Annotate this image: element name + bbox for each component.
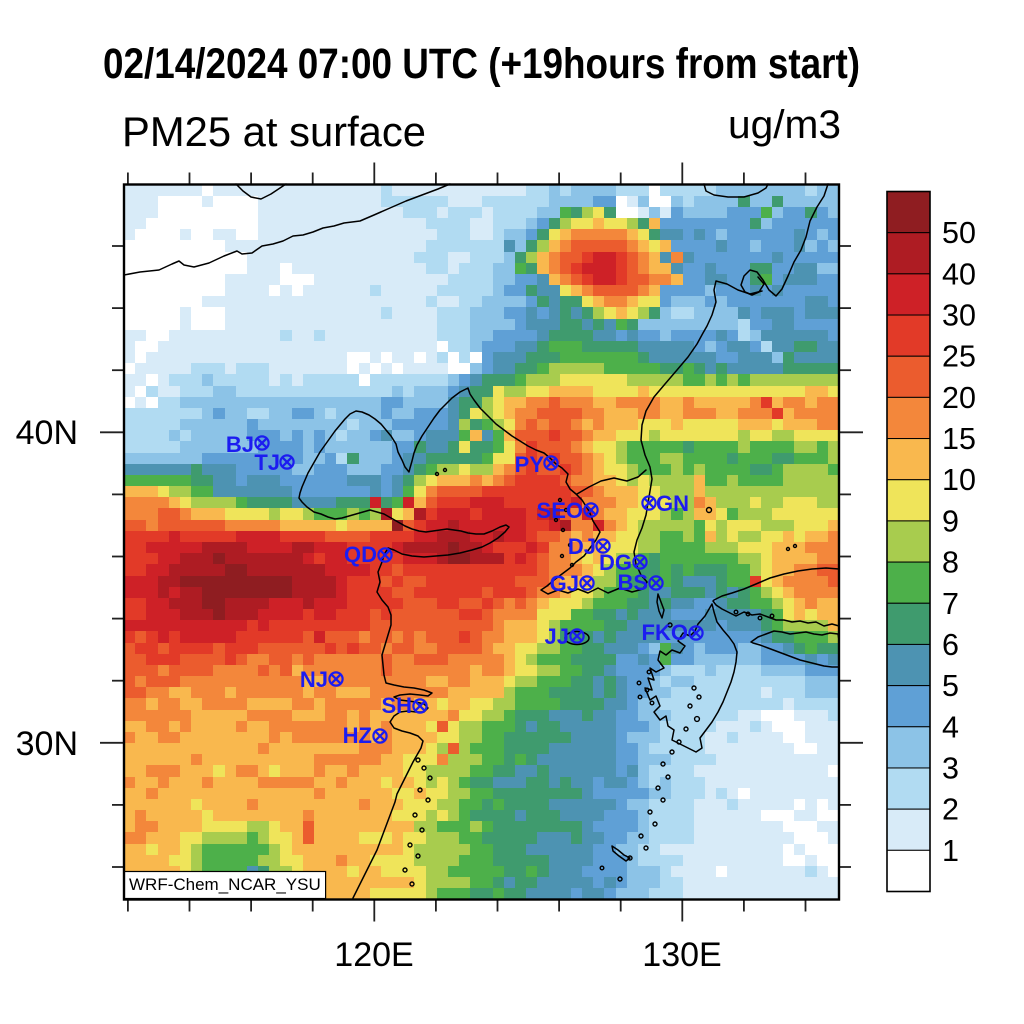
- svg-text:PY: PY: [515, 452, 545, 477]
- svg-text:10: 10: [942, 463, 976, 497]
- svg-text:FKO: FKO: [642, 620, 688, 645]
- svg-text:40: 40: [942, 257, 976, 291]
- svg-text:DG: DG: [599, 550, 632, 575]
- svg-text:02/14/2024 07:00 UTC (+19hours: 02/14/2024 07:00 UTC (+19hours from star…: [103, 40, 860, 88]
- svg-text:BS: BS: [617, 570, 648, 595]
- svg-text:SH: SH: [381, 693, 412, 718]
- svg-text:40N: 40N: [16, 414, 78, 452]
- svg-text:1: 1: [942, 834, 959, 868]
- svg-text:30N: 30N: [16, 725, 78, 763]
- svg-text:HZ: HZ: [343, 723, 372, 748]
- svg-text:50: 50: [942, 216, 976, 250]
- svg-text:4: 4: [942, 710, 959, 744]
- svg-text:120E: 120E: [334, 936, 413, 974]
- svg-text:JJ: JJ: [545, 624, 569, 649]
- svg-text:5: 5: [942, 669, 959, 703]
- svg-text:DJ: DJ: [568, 534, 596, 559]
- svg-text:130E: 130E: [642, 936, 721, 974]
- svg-text:ug/m3: ug/m3: [728, 103, 841, 147]
- svg-text:2: 2: [942, 793, 959, 827]
- svg-text:GN: GN: [656, 491, 689, 516]
- svg-text:BJ: BJ: [226, 432, 254, 457]
- svg-text:6: 6: [942, 628, 959, 662]
- svg-text:3: 3: [942, 752, 959, 786]
- svg-text:NJ: NJ: [300, 667, 328, 692]
- svg-text:SEO: SEO: [537, 498, 583, 523]
- svg-text:30: 30: [942, 299, 976, 333]
- svg-text:9: 9: [942, 504, 959, 538]
- svg-text:QD: QD: [344, 542, 377, 567]
- svg-text:20: 20: [942, 381, 976, 415]
- svg-text:PM25 at surface: PM25 at surface: [122, 108, 426, 155]
- svg-text:8: 8: [942, 546, 959, 580]
- svg-text:15: 15: [942, 422, 976, 456]
- svg-text:GJ: GJ: [550, 571, 579, 596]
- svg-text:25: 25: [942, 340, 976, 374]
- svg-text:7: 7: [942, 587, 959, 621]
- svg-text:TJ: TJ: [254, 450, 280, 475]
- svg-text:WRF-Chem_NCAR_YSU: WRF-Chem_NCAR_YSU: [129, 875, 321, 894]
